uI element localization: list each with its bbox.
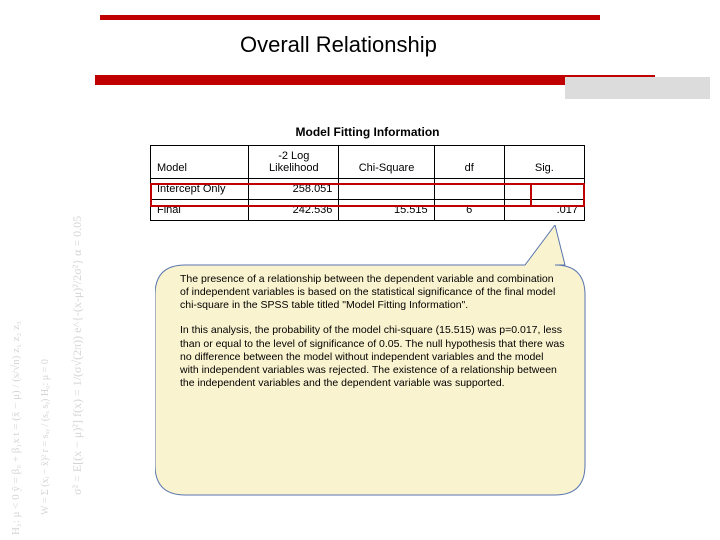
table-row: Intercept Only 258.051 (151, 179, 585, 200)
cell-sig (504, 179, 584, 200)
col-header-chi: Chi-Square (339, 146, 434, 179)
callout-text: The presence of a relationship between t… (180, 273, 565, 390)
col-header-sig: Sig. (504, 146, 584, 179)
page-title: Overall Relationship (240, 32, 437, 58)
cell-df (434, 179, 504, 200)
cell-model: Final (151, 200, 249, 221)
callout-paragraph: In this analysis, the probability of the… (180, 324, 565, 390)
table-title: Model Fitting Information (150, 125, 585, 139)
callout-paragraph: The presence of a relationship between t… (180, 273, 565, 312)
cell-loglik: 258.051 (249, 179, 339, 200)
callout: The presence of a relationship between t… (155, 225, 590, 500)
col-header-model: Model (151, 146, 249, 179)
cell-sig: .017 (504, 200, 584, 221)
table-header-row: Model -2 Log Likelihood Chi-Square df Si… (151, 146, 585, 179)
table-row-final: Final 242.536 15.515 6 .017 (151, 200, 585, 221)
cell-loglik: 242.536 (249, 200, 339, 221)
math-strip: σ² = E[(x − μ)²] f(x) = 1/(σ√(2π)) e^{-(… (70, 415, 100, 495)
slide: Overall Relationship H₁: μ < 0 ŷ = β₀ +… (0, 0, 720, 540)
cell-chi: 15.515 (339, 200, 434, 221)
model-fitting-table-region: Model Fitting Information Model -2 Log L… (150, 125, 585, 221)
col-header-loglik: -2 Log Likelihood (249, 146, 339, 179)
math-background: H₁: μ < 0 ŷ = β₀ + β₁x t = (x̄ − μ) / (… (0, 75, 100, 535)
cell-df: 6 (434, 200, 504, 221)
gray-band (565, 77, 710, 99)
cell-model: Intercept Only (151, 179, 249, 200)
col-header-df: df (434, 146, 504, 179)
cell-chi (339, 179, 434, 200)
top-rule (100, 15, 600, 20)
model-fitting-table: Model -2 Log Likelihood Chi-Square df Si… (150, 145, 585, 221)
